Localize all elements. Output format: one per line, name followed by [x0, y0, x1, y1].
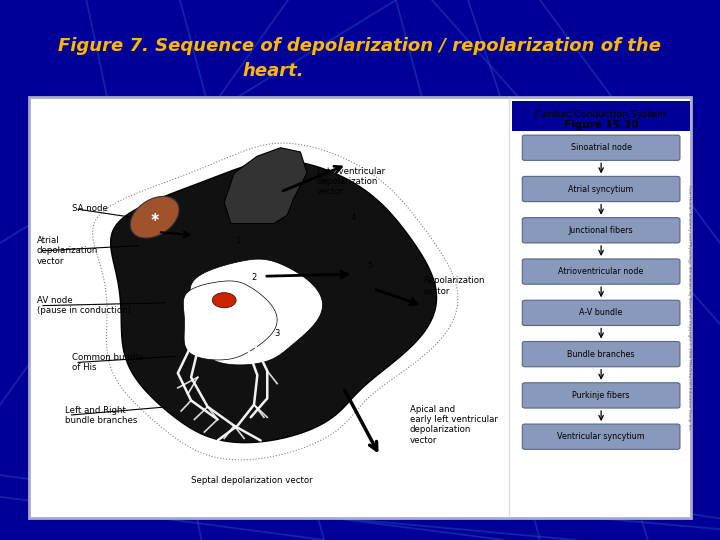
Text: Figure 7. Sequence of depolarization / repolarization of the: Figure 7. Sequence of depolarization / r… [58, 37, 661, 55]
Text: 2: 2 [251, 273, 256, 282]
FancyBboxPatch shape [29, 97, 691, 518]
Text: 5: 5 [367, 261, 372, 270]
Text: Atrioventricular node: Atrioventricular node [559, 267, 644, 276]
Polygon shape [190, 259, 323, 365]
Text: 3: 3 [274, 329, 280, 339]
Text: Bundle branches: Bundle branches [567, 349, 635, 359]
Text: Ventricular syncytium: Ventricular syncytium [557, 432, 645, 441]
Text: Sinoatrial node: Sinoatrial node [571, 143, 631, 152]
Text: Figure 15.20: Figure 15.20 [564, 119, 639, 130]
Polygon shape [224, 148, 307, 224]
Text: Atrial syncytium: Atrial syncytium [568, 185, 634, 193]
Text: Late ventricular
depolarization
vector: Late ventricular depolarization vector [317, 167, 385, 197]
Polygon shape [111, 160, 436, 443]
FancyBboxPatch shape [522, 383, 680, 408]
Text: A-V bundle: A-V bundle [580, 308, 623, 318]
FancyBboxPatch shape [522, 135, 680, 160]
Polygon shape [184, 281, 277, 360]
FancyBboxPatch shape [513, 100, 690, 131]
Text: Septal depolarization vector: Septal depolarization vector [191, 476, 312, 485]
Text: ∗: ∗ [150, 211, 160, 224]
Text: Repolarization
vector: Repolarization vector [423, 276, 485, 295]
Text: Apical and
early left ventricular
depolarization
vector: Apical and early left ventricular depola… [410, 404, 498, 445]
Text: Atrial
depolarization
vector: Atrial depolarization vector [37, 236, 98, 266]
Text: 4: 4 [351, 213, 356, 222]
Text: Junctional fibers: Junctional fibers [569, 226, 634, 235]
Text: Left and Right
bundle branches: Left and Right bundle branches [66, 406, 138, 425]
Text: from Human Anatomy and Physiology, 4th edition, by Shier et al. Copyright © 1996: from Human Anatomy and Physiology, 4th e… [687, 185, 691, 431]
Text: AV node
(pause in conduction): AV node (pause in conduction) [37, 296, 130, 315]
Text: SA node: SA node [72, 204, 108, 213]
Text: Common bundle
of His: Common bundle of His [72, 353, 143, 372]
FancyBboxPatch shape [522, 424, 680, 449]
FancyBboxPatch shape [522, 300, 680, 326]
Text: heart.: heart. [243, 62, 305, 80]
Text: Cardiac Conduction System: Cardiac Conduction System [536, 110, 667, 119]
Circle shape [212, 293, 236, 308]
FancyBboxPatch shape [522, 218, 680, 243]
FancyBboxPatch shape [522, 177, 680, 201]
Text: Purkinje fibers: Purkinje fibers [572, 391, 630, 400]
FancyBboxPatch shape [522, 259, 680, 284]
FancyBboxPatch shape [522, 341, 680, 367]
Ellipse shape [130, 197, 179, 238]
Text: 1: 1 [235, 236, 240, 245]
